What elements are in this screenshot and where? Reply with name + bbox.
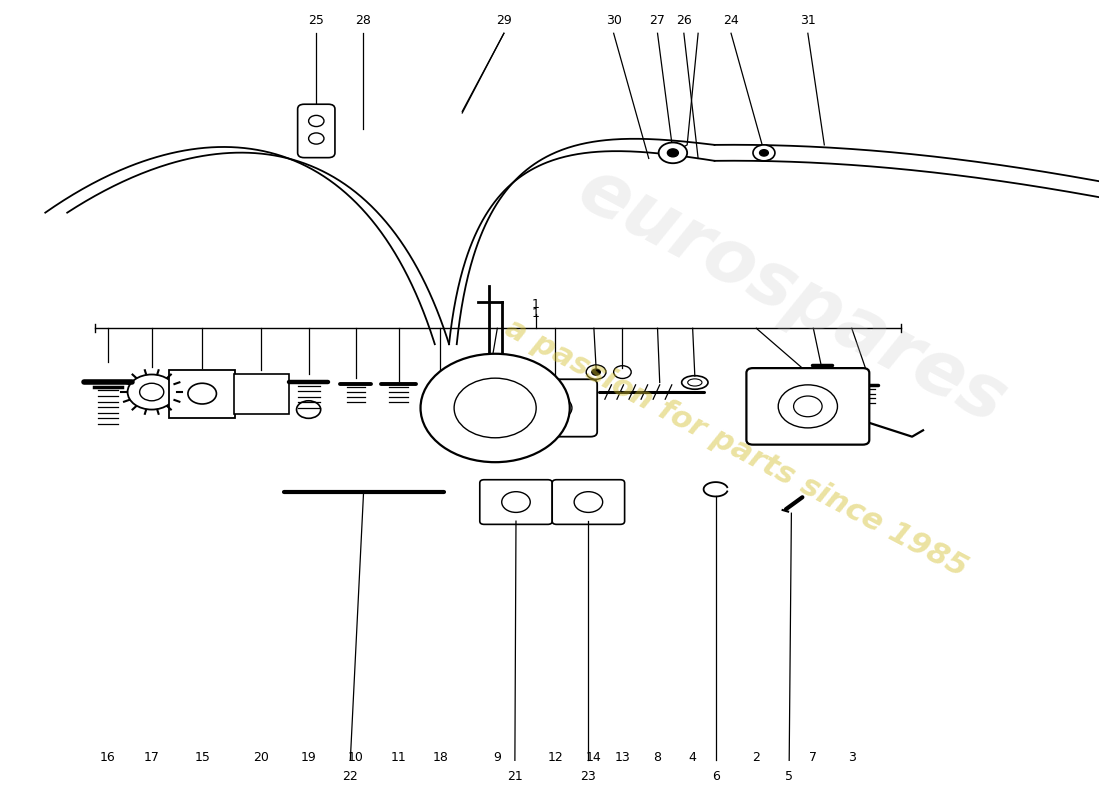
Text: 17: 17	[144, 750, 159, 764]
FancyBboxPatch shape	[480, 480, 552, 524]
Text: 16: 16	[100, 750, 116, 764]
Text: 20: 20	[253, 750, 270, 764]
Text: 24: 24	[723, 14, 739, 27]
Circle shape	[668, 149, 679, 157]
Text: 10: 10	[348, 750, 364, 764]
Circle shape	[539, 396, 572, 420]
Circle shape	[420, 354, 570, 462]
Text: 18: 18	[432, 750, 448, 764]
FancyBboxPatch shape	[552, 480, 625, 524]
FancyBboxPatch shape	[234, 374, 289, 414]
Circle shape	[574, 492, 603, 513]
Text: 23: 23	[581, 770, 596, 782]
Circle shape	[614, 366, 631, 378]
Circle shape	[754, 145, 774, 161]
Circle shape	[297, 401, 321, 418]
Text: 15: 15	[195, 750, 210, 764]
Text: 13: 13	[615, 750, 630, 764]
Text: 2: 2	[752, 750, 760, 764]
Ellipse shape	[431, 405, 449, 414]
Circle shape	[454, 378, 536, 438]
FancyBboxPatch shape	[514, 379, 597, 437]
Circle shape	[309, 115, 324, 126]
Circle shape	[793, 396, 822, 417]
Ellipse shape	[688, 379, 702, 386]
Text: 11: 11	[390, 750, 407, 764]
Text: 12: 12	[548, 750, 563, 764]
Text: 9: 9	[494, 750, 502, 764]
Ellipse shape	[425, 401, 455, 418]
Text: eurospares: eurospares	[565, 153, 1018, 440]
Text: 4: 4	[689, 750, 696, 764]
Text: a passion for parts since 1985: a passion for parts since 1985	[500, 313, 972, 582]
Circle shape	[778, 385, 837, 428]
Text: 21: 21	[507, 770, 522, 782]
Text: 1: 1	[531, 307, 540, 321]
Text: 31: 31	[800, 14, 816, 27]
FancyBboxPatch shape	[747, 368, 869, 445]
Circle shape	[760, 150, 768, 156]
Text: 1: 1	[531, 298, 540, 310]
Circle shape	[128, 374, 176, 410]
FancyBboxPatch shape	[169, 370, 235, 418]
Circle shape	[659, 142, 688, 163]
Text: 25: 25	[308, 14, 324, 27]
Circle shape	[140, 383, 164, 401]
Circle shape	[309, 133, 324, 144]
Text: 22: 22	[342, 770, 359, 782]
Ellipse shape	[682, 376, 708, 390]
Text: 8: 8	[653, 750, 661, 764]
Text: 27: 27	[650, 14, 666, 27]
Circle shape	[502, 492, 530, 513]
Circle shape	[188, 383, 217, 404]
Text: 6: 6	[712, 770, 719, 782]
Circle shape	[592, 369, 601, 375]
Text: 5: 5	[785, 770, 793, 782]
Text: 3: 3	[848, 750, 856, 764]
Text: 30: 30	[606, 14, 621, 27]
Circle shape	[586, 365, 606, 379]
Text: 7: 7	[810, 750, 817, 764]
Text: 26: 26	[676, 14, 692, 27]
Text: 14: 14	[586, 750, 602, 764]
Text: 29: 29	[496, 14, 512, 27]
Text: 28: 28	[355, 14, 372, 27]
Text: 19: 19	[300, 750, 317, 764]
FancyBboxPatch shape	[298, 104, 334, 158]
